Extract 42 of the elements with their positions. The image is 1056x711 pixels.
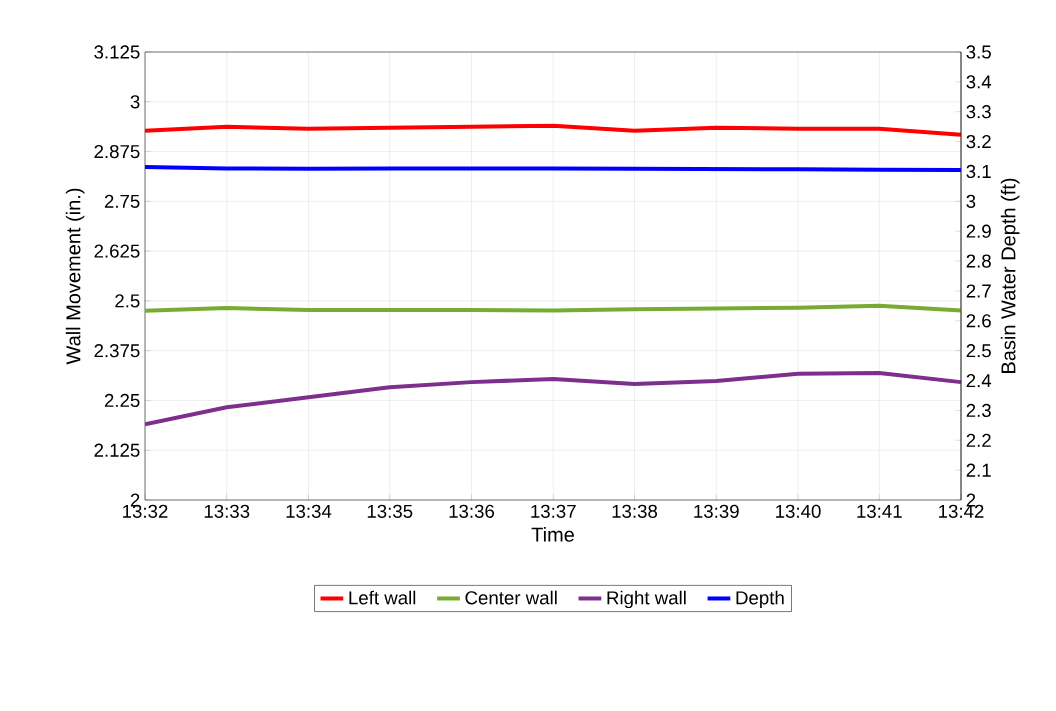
y-tick-label: 2.125 — [94, 443, 140, 457]
y-tick-label: 2.25 — [104, 393, 140, 408]
x-tick-label: 13:34 — [286, 504, 332, 518]
x-tick-label: 13:38 — [612, 504, 658, 518]
y2-tick-label: 2.2 — [966, 433, 991, 447]
y-tick-label: 3 — [130, 95, 140, 109]
x-tick-label: 13:35 — [367, 504, 413, 518]
y-tick-label: 3.125 — [94, 45, 140, 59]
y2-tick-label: 3.4 — [966, 75, 992, 89]
y-axis-title: Wall Movement (in.) — [65, 188, 85, 365]
x-axis-title: Time — [531, 527, 574, 542]
legend-label: Center wall — [465, 590, 557, 605]
legend-label: Depth — [736, 590, 784, 609]
y2-tick-label: 3.3 — [966, 105, 991, 119]
line-series — [145, 370, 962, 427]
y2-tick-label: 2.7 — [966, 284, 991, 298]
y-tick-label: 2.75 — [104, 194, 140, 208]
line-series — [145, 123, 962, 137]
y2-tick-label: 2.8 — [966, 254, 991, 268]
y-tick-label: 2.5 — [115, 294, 140, 308]
y-tick-label: 2.625 — [94, 244, 140, 258]
y2-tick-label: 3.2 — [966, 134, 991, 149]
x-tick-label: 13:41 — [857, 504, 902, 518]
y2-axis-title: Basin Water Depth (ft) — [1000, 178, 1020, 373]
legend-label: Right wall — [607, 590, 686, 609]
y2-tick-label: 3.1 — [966, 164, 991, 179]
y2-tick-label: 2.9 — [966, 224, 991, 238]
y2-tick-label: 2.6 — [966, 314, 991, 328]
x-tick-label: 13:33 — [204, 504, 250, 518]
y-tick-label: 2.875 — [94, 144, 140, 159]
y2-tick-label: 2.4 — [966, 374, 992, 388]
x-tick-label: 13:36 — [449, 504, 495, 518]
x-tick-label: 13:39 — [694, 504, 739, 518]
y2-tick-label: 2.1 — [966, 463, 991, 477]
y-tick-label: 2.375 — [94, 344, 140, 358]
y2-tick-label: 3.5 — [966, 45, 991, 59]
y2-tick-label: 2.3 — [966, 403, 991, 418]
x-tick-label: 13:40 — [776, 504, 821, 518]
legend-label: Left wall — [349, 590, 416, 605]
x-tick-label: 13:37 — [531, 504, 576, 518]
y2-tick-label: 2.5 — [966, 344, 991, 358]
y2-tick-label: 3 — [966, 194, 976, 208]
